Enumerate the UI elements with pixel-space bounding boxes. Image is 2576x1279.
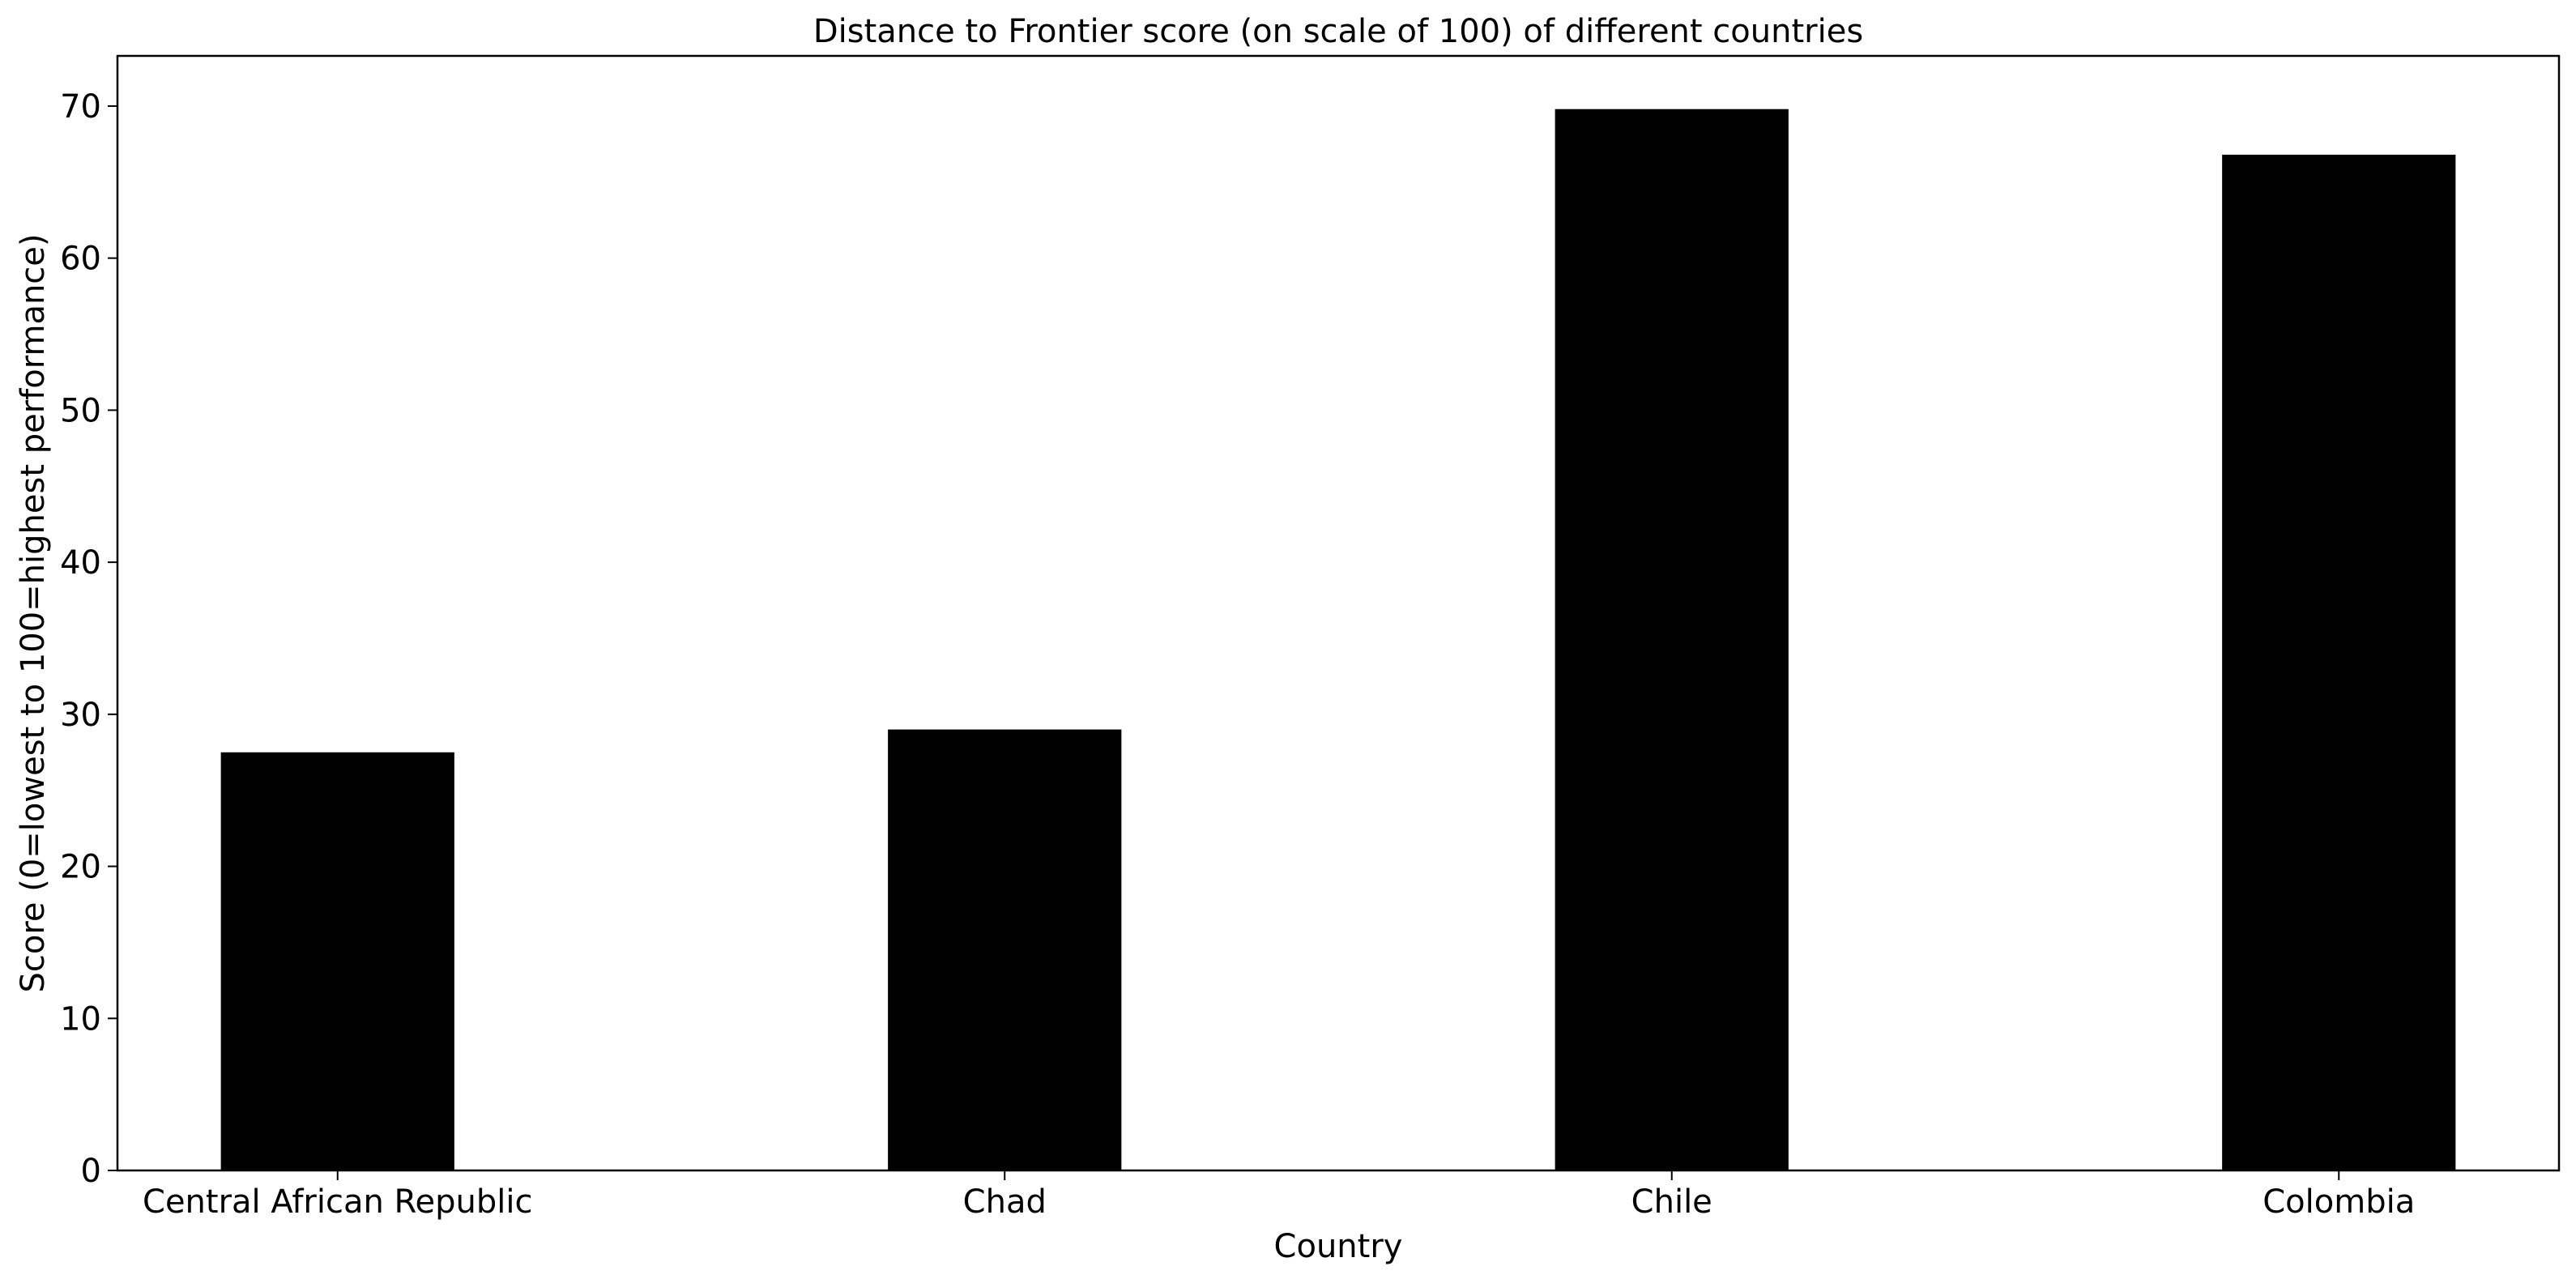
y-tick-label: 70 [60,88,101,126]
y-tick-label: 10 [60,1000,101,1038]
x-tick-label: Chad [963,1183,1047,1221]
y-axis: 0 10 20 30 40 50 60 70 [60,88,117,1190]
x-tick-label: Chile [1631,1183,1712,1221]
x-tick-label: Central African Republic [143,1183,532,1221]
bar-central-african-republic [220,752,454,1170]
y-tick-label: 50 [60,392,101,429]
bars-group [220,109,2456,1171]
x-axis-label: Country [1274,1228,1403,1265]
y-tick-label: 60 [60,241,101,278]
y-tick-label: 40 [60,544,101,582]
y-tick-label: 20 [60,849,101,886]
x-tick-label: Colombia [2263,1183,2415,1221]
plot-frame [116,54,2561,1172]
y-tick-label: 30 [60,697,101,734]
y-axis-label: Score (0=lowest to 100=highest performan… [15,233,52,992]
chart-title: Distance to Frontier score (on scale of … [813,13,1863,50]
bar-colombia [2222,155,2456,1171]
bar-chile [1555,109,1789,1170]
x-axis: Central African Republic Chad Chile Colombi… [143,1170,2415,1221]
bar-chad [888,729,1122,1170]
y-tick-label: 0 [81,1153,101,1190]
